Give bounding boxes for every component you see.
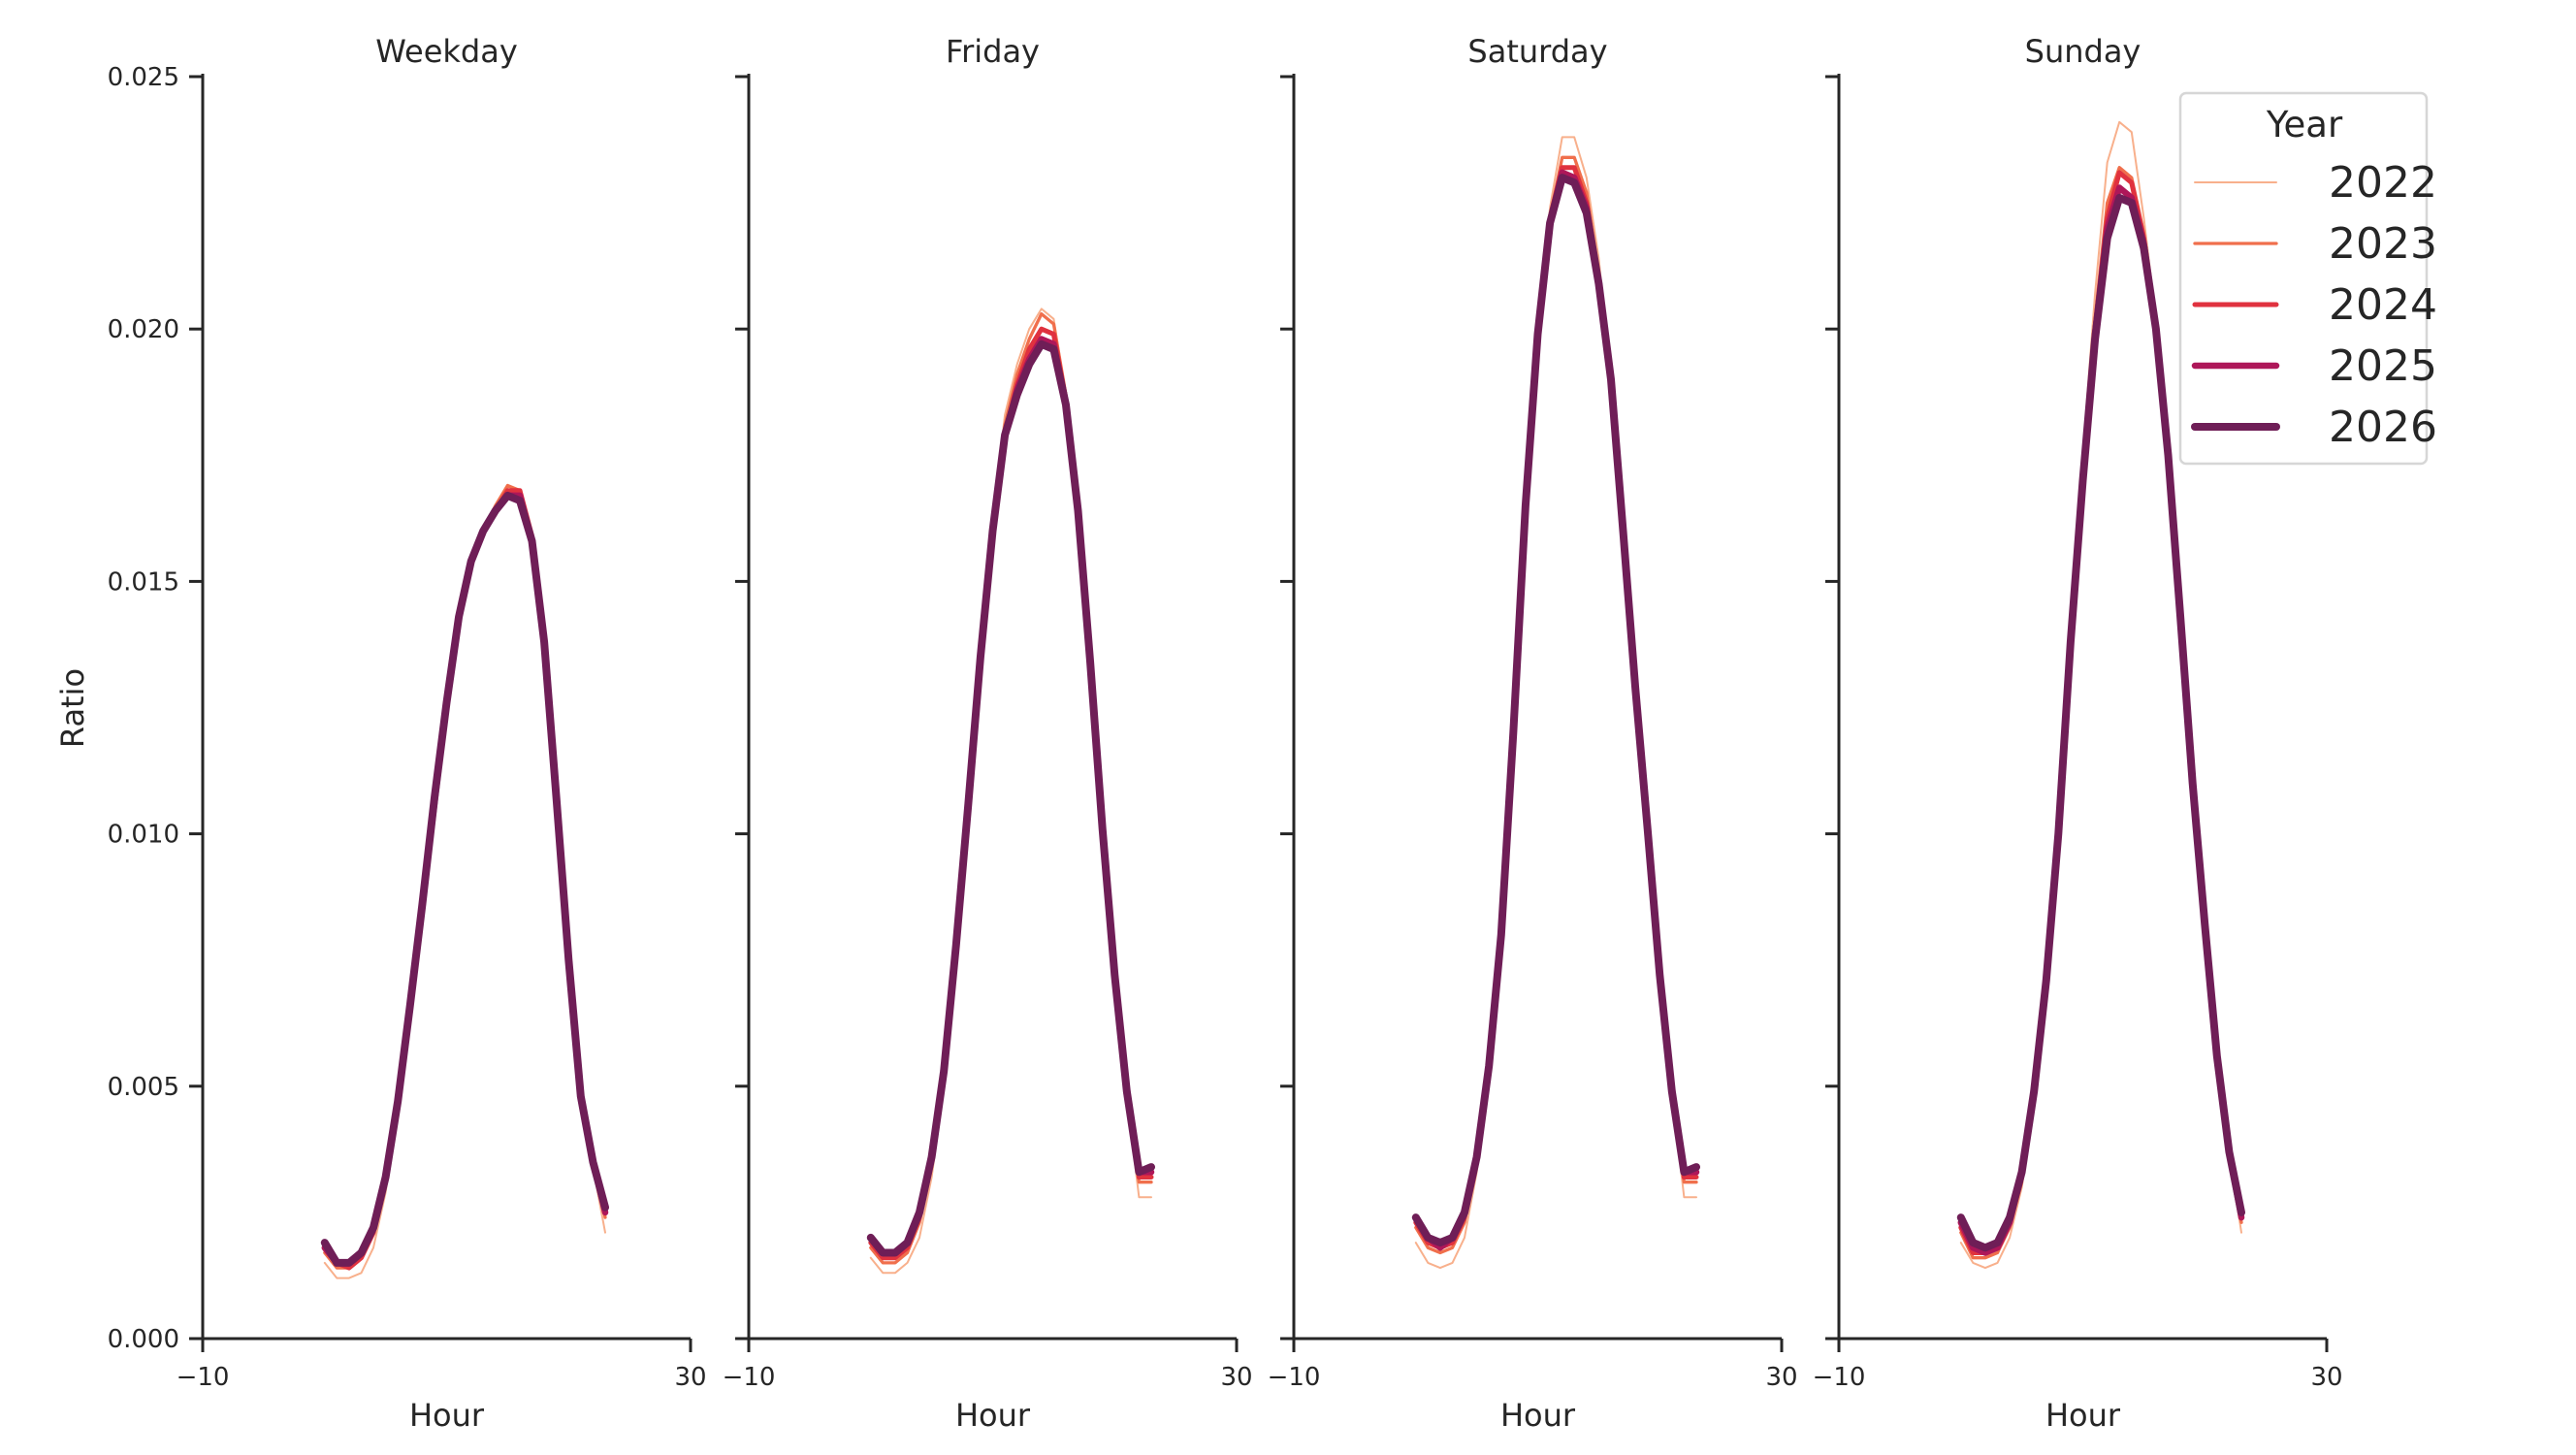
- series-line-2025: [867, 336, 1155, 1256]
- legend-item-2025: 2025: [2191, 341, 2437, 391]
- x-axis-label: Hour: [2045, 1397, 2121, 1434]
- series-line-2026: [320, 491, 609, 1267]
- y-axis-label: Ratio: [54, 668, 91, 748]
- legend-item-2026: 2026: [2191, 403, 2437, 452]
- panel-title: Saturday: [1467, 33, 1607, 70]
- series-line-2022: [869, 307, 1152, 1275]
- x-tick-label: 30: [1765, 1363, 1797, 1392]
- series-line-2024: [868, 326, 1154, 1261]
- series-line-2026: [1956, 193, 2245, 1252]
- series-line-2023: [1414, 155, 1698, 1255]
- legend: Year 2022 2023 2024 2025 2026: [2178, 91, 2437, 466]
- y-tick-label: 0.000: [108, 1325, 179, 1354]
- x-tick-label: −10: [1268, 1363, 1321, 1392]
- x-axis-label: Hour: [1500, 1397, 1576, 1434]
- legend-item-2024: 2024: [2192, 280, 2437, 330]
- panel-title: Friday: [946, 33, 1040, 70]
- legend-label: 2025: [2329, 341, 2437, 391]
- legend-title: Year: [2266, 104, 2343, 146]
- series-line-2022: [1414, 136, 1697, 1270]
- x-tick-label: 30: [674, 1363, 706, 1392]
- x-axis-label: Hour: [409, 1397, 485, 1434]
- y-tick-label: 0.025: [108, 63, 179, 92]
- legend-item-2023: 2023: [2193, 219, 2437, 269]
- x-tick-label: −10: [1813, 1363, 1866, 1392]
- y-tick-label: 0.005: [108, 1073, 179, 1102]
- series-line-2026: [1411, 174, 1700, 1247]
- series-line-2023: [869, 311, 1153, 1265]
- series-line-2025: [1412, 169, 1700, 1251]
- legend-item-2022: 2022: [2194, 158, 2437, 208]
- x-tick-label: 30: [1220, 1363, 1252, 1392]
- y-tick-label: 0.010: [108, 821, 179, 850]
- legend-label: 2022: [2329, 158, 2437, 208]
- x-axis-label: Hour: [955, 1397, 1031, 1434]
- legend-label: 2023: [2329, 219, 2437, 269]
- panel-sunday: Sunday −10 30 Hour: [1813, 33, 2343, 1434]
- y-tick-label: 0.015: [108, 567, 179, 597]
- series-line-2024: [1413, 165, 1699, 1250]
- legend-frame: [2178, 91, 2429, 466]
- x-tick-label: −10: [177, 1363, 230, 1392]
- x-tick-label: 30: [2310, 1363, 2342, 1392]
- series-line-2026: [866, 340, 1155, 1257]
- panel-title: Sunday: [2025, 33, 2141, 70]
- panel-saturday: Saturday −10 30 Hour: [1268, 33, 1798, 1434]
- x-tick-label: −10: [723, 1363, 776, 1392]
- panel-title: Weekday: [375, 33, 518, 70]
- y-tick-label: 0.020: [108, 315, 179, 344]
- legend-label: 2026: [2329, 403, 2437, 452]
- legend-label: 2024: [2329, 280, 2437, 330]
- panel-friday: Friday −10 30 Hour: [723, 33, 1253, 1434]
- panel-weekday: Weekday 0.000 0.005 0.010 0.015 0.020 0.025 −10…: [108, 33, 707, 1434]
